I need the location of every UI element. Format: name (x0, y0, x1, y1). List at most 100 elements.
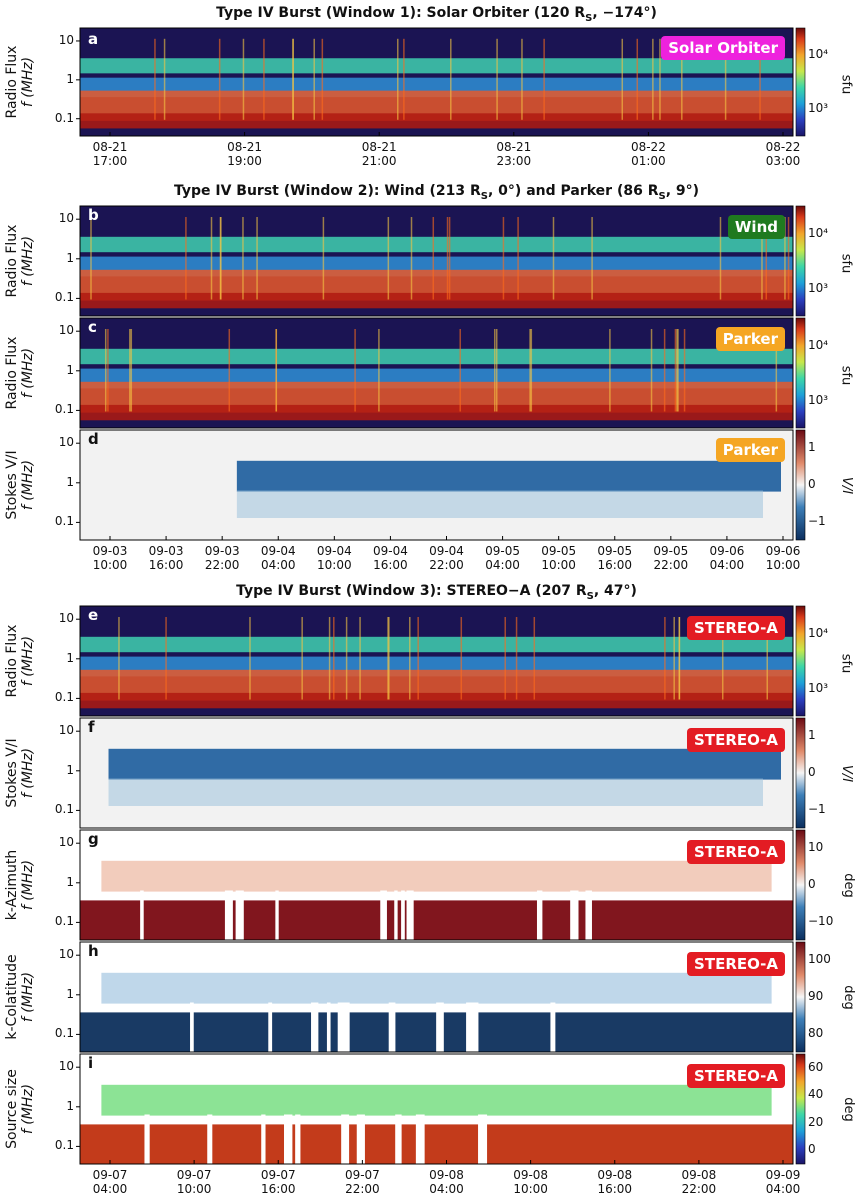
ytick-label-f-2: 0.1 (54, 802, 74, 817)
band-b-3 (80, 292, 793, 309)
colorbar-b (795, 205, 806, 317)
gap-h-8 (268, 1002, 273, 1052)
ytick-label-h-0: 10 (58, 947, 74, 962)
ytick-label-h-2: 0.1 (54, 1026, 74, 1041)
cb-tick-g-1: 0 (808, 877, 816, 891)
cb-tick-a-1: 10³ (808, 101, 829, 115)
panel-g (76, 829, 806, 941)
badge-stereo-i: STEREO-A (687, 1064, 785, 1088)
burst-e-6 (417, 617, 419, 700)
gap-h-1 (326, 1002, 331, 1052)
cb-tick-f-0: 1 (808, 728, 816, 743)
frame-d (79, 429, 794, 541)
xtick-label-w3-0: 09-07 04:00 (92, 1168, 128, 1196)
burst-a-16 (397, 38, 399, 120)
ytick-label-e-0: 10 (58, 611, 74, 626)
badge-stereo-f: STEREO-A (687, 728, 785, 752)
xtick-label-w2-6: 09-04 22:00 (429, 544, 464, 572)
gap-h-10 (436, 1002, 444, 1052)
burst-a-7 (313, 38, 315, 120)
gap-i-1 (415, 1114, 425, 1164)
ytick-label-a-0: 10 (58, 32, 74, 47)
ytick-label-b-0: 10 (58, 211, 74, 226)
burst-e-15 (515, 617, 518, 700)
colorbar-e (795, 605, 806, 717)
frame-f (79, 717, 794, 829)
burst-a-0 (543, 38, 545, 120)
xtick-label-w1-4: 08-22 01:00 (630, 140, 666, 168)
panel-label-b: b (88, 206, 99, 224)
upper-band-h (101, 972, 772, 1004)
frame-b (79, 205, 794, 317)
burst-b-18 (185, 217, 187, 300)
burst-c-21 (228, 329, 231, 412)
burst-a-4 (242, 38, 245, 120)
gap-i-8 (261, 1114, 266, 1164)
xtick-label-w3-7: 09-08 22:00 (681, 1168, 717, 1196)
xtick-label-w2-4: 09-04 10:00 (316, 544, 352, 572)
gap-h-11 (337, 1002, 344, 1052)
cb-tick-i-3: 0 (808, 1142, 816, 1157)
ytick-label-g-2: 0.1 (54, 914, 74, 929)
burst-c-15 (459, 329, 461, 412)
colorbar-c (795, 317, 806, 429)
title-window-2: Type IV Burst (Window 2): Wind (213 RS, … (173, 183, 700, 202)
burst-e-16 (359, 617, 361, 700)
xtick-label-w2-12: 09-06 10:00 (765, 544, 801, 572)
burst-e-2 (766, 617, 769, 700)
cb-tick-h-0: 100 (808, 952, 831, 967)
burst-b-10 (242, 217, 244, 300)
frame-i (79, 1053, 794, 1165)
burst-a-17 (496, 38, 498, 120)
ylabel-e: Radio Flux f (MHz) (4, 624, 36, 698)
badge-parker-d: Parker (715, 438, 785, 462)
burst-e-20 (387, 617, 389, 700)
burst-e-18 (664, 617, 666, 700)
burst-c-16 (378, 329, 380, 412)
gap-h-2 (471, 1002, 479, 1052)
xtick-label-w3-2: 09-07 16:00 (260, 1168, 296, 1196)
burst-c-14 (129, 329, 131, 412)
burst-b-21 (432, 217, 435, 300)
burst-e-17 (721, 617, 724, 700)
burst-b-14 (210, 217, 213, 300)
burst-b-15 (787, 217, 790, 300)
burst-a-14 (292, 38, 294, 120)
cb-label-c: sfu (838, 365, 854, 386)
badge-stereo-h: STEREO-A (687, 952, 785, 976)
gap-h-5 (550, 1002, 556, 1052)
gap-g-6 (570, 890, 579, 940)
cb-tick-e-0: 10⁴ (808, 625, 829, 640)
ytick-label-a-1: 1 (66, 71, 74, 86)
gap-i-9 (284, 1114, 293, 1164)
panel-c (76, 317, 806, 429)
gap-i-10 (478, 1114, 484, 1164)
burst-e-3 (460, 617, 463, 700)
polarized-band-f (108, 748, 781, 780)
burst-a-18 (263, 38, 265, 120)
burst-e-5 (301, 617, 303, 700)
colorbar-d (795, 429, 806, 541)
ytick-label-e-1: 1 (66, 650, 74, 665)
burst-b-3 (765, 217, 768, 300)
xtick-label-w3-4: 09-08 04:00 (429, 1168, 464, 1196)
cb-tick-i-0: 60 (808, 1059, 824, 1074)
cb-tick-f-2: −1 (808, 801, 826, 816)
burst-e-14 (678, 617, 681, 700)
cb-tick-a-0: 10⁴ (808, 47, 829, 61)
ytick-label-i-0: 10 (58, 1059, 74, 1074)
burst-a-3 (154, 38, 156, 120)
xtick-label-w1-0: 08-21 17:00 (92, 140, 128, 168)
burst-a-15 (403, 38, 405, 120)
gap-h-0 (466, 1002, 473, 1052)
xtick-label-w2-1: 09-03 16:00 (148, 544, 184, 572)
burst-c-1 (130, 329, 133, 412)
ytick-label-i-1: 1 (66, 1098, 74, 1113)
burst-a-6 (218, 38, 221, 120)
cb-label-i: deg (840, 1097, 856, 1122)
band-c-3 (80, 404, 793, 421)
cb-label-g: deg (840, 873, 856, 898)
burst-b-6 (446, 217, 449, 300)
burst-c-18 (107, 329, 109, 412)
